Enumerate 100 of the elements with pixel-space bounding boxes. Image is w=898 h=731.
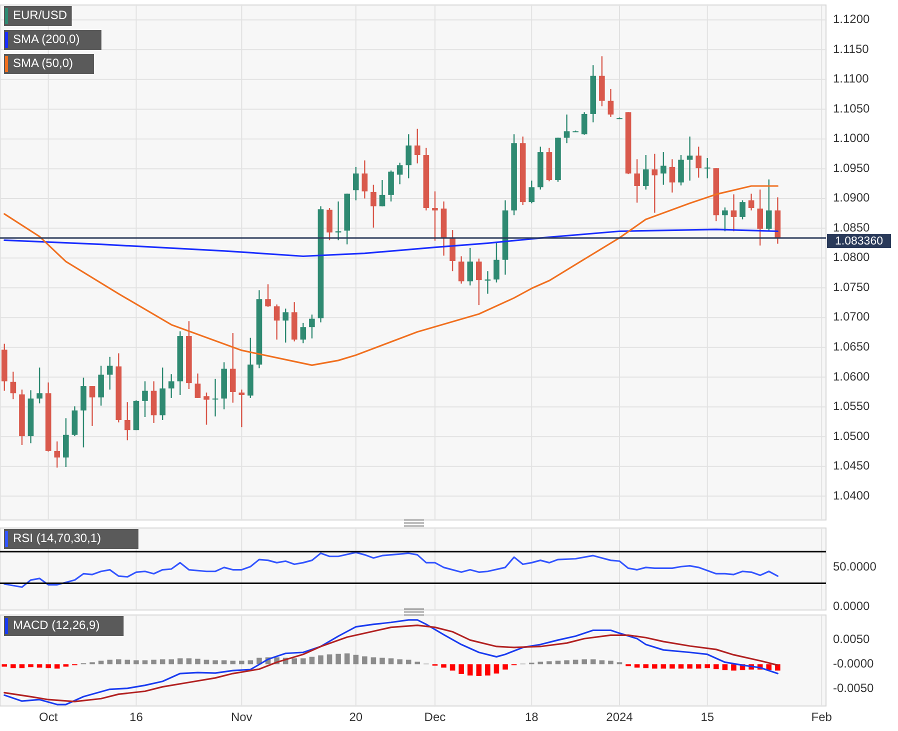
candlestick xyxy=(238,389,245,428)
legend-label: EUR/USD xyxy=(13,8,68,22)
bar xyxy=(458,664,464,674)
candlestick xyxy=(704,157,710,179)
bar xyxy=(230,660,236,664)
bar xyxy=(564,660,570,664)
candlestick xyxy=(730,194,737,232)
x-tick-label: Feb xyxy=(811,710,832,724)
y-tick-label: 1.0800 xyxy=(833,250,870,264)
candlestick xyxy=(212,378,218,418)
bar xyxy=(696,664,702,669)
bar xyxy=(485,664,490,676)
legend-label: MACD (12,26,9) xyxy=(13,618,100,632)
bar xyxy=(151,660,156,664)
bar xyxy=(116,659,122,664)
y-tick-label: 1.1000 xyxy=(833,131,870,146)
candlestick xyxy=(168,374,174,399)
candlestick xyxy=(414,128,420,164)
bar xyxy=(608,660,614,664)
y-tick-label: 1.0600 xyxy=(833,369,870,384)
bar xyxy=(643,664,648,668)
x-tick-label: 20 xyxy=(349,710,363,724)
bar xyxy=(134,660,139,664)
bar xyxy=(2,664,8,667)
x-tick-label: 18 xyxy=(524,710,539,724)
candlestick xyxy=(362,160,368,200)
y-tick-label: 1.0850 xyxy=(833,220,870,234)
bar xyxy=(318,655,324,664)
bar xyxy=(370,657,376,664)
bar xyxy=(362,656,368,664)
bar xyxy=(36,664,42,668)
candlestick xyxy=(458,256,464,284)
bar xyxy=(212,660,218,664)
bar xyxy=(239,660,244,664)
y-tick-label: 1.1100 xyxy=(833,72,870,86)
bar xyxy=(300,658,306,664)
legend-label: SMA (200,0) xyxy=(13,32,80,46)
legend-label: SMA (50,0) xyxy=(13,56,74,70)
candlestick xyxy=(722,206,728,232)
candlestick xyxy=(669,158,676,194)
y-tick-label: 1.0500 xyxy=(833,428,870,443)
candlestick xyxy=(282,308,288,344)
candlestick xyxy=(309,314,315,340)
candlestick xyxy=(89,385,96,427)
bar xyxy=(28,664,34,668)
bar xyxy=(687,664,692,669)
bar xyxy=(344,653,350,664)
bar xyxy=(309,656,315,664)
y-tick-label: 1.1150 xyxy=(833,42,870,56)
x-tick-label: Dec xyxy=(424,710,446,724)
candlestick xyxy=(230,332,236,404)
candlestick xyxy=(748,193,754,212)
y-tick-label: -0.0050 xyxy=(833,680,874,695)
candlestick xyxy=(660,151,666,186)
y-tick-label: 1.0700 xyxy=(833,310,870,324)
bar xyxy=(555,660,561,664)
bar xyxy=(660,664,666,669)
bar xyxy=(353,654,359,664)
candlestick xyxy=(686,136,693,182)
candlestick xyxy=(642,154,649,190)
bar xyxy=(63,664,69,667)
bar xyxy=(336,654,341,664)
candlestick xyxy=(757,188,763,246)
y-tick-label: 0.0000 xyxy=(833,599,870,614)
bar xyxy=(397,659,402,664)
bar xyxy=(476,664,482,676)
candlestick xyxy=(467,247,474,286)
candlestick xyxy=(124,402,130,441)
candlestick xyxy=(63,418,69,468)
y-tick-label: 1.0400 xyxy=(833,488,870,502)
bar xyxy=(652,664,658,669)
candlestick xyxy=(300,322,306,344)
bar xyxy=(168,659,174,664)
bar xyxy=(54,664,60,669)
bar xyxy=(414,662,420,664)
bar xyxy=(292,658,298,664)
candlestick xyxy=(696,146,702,178)
bar xyxy=(731,664,736,671)
y-tick-label: 1.0550 xyxy=(833,399,870,414)
y-tick-label: 1.1200 xyxy=(833,12,870,26)
bar xyxy=(19,664,25,668)
bar xyxy=(326,654,332,664)
bar xyxy=(714,664,719,670)
bar xyxy=(494,664,500,674)
candlestick xyxy=(494,241,500,284)
bar xyxy=(441,664,446,668)
y-tick-label: 1.0900 xyxy=(833,190,870,205)
candlestick xyxy=(10,371,16,400)
candlestick xyxy=(36,366,42,404)
bar xyxy=(107,660,112,664)
candlestick xyxy=(652,153,658,214)
bar xyxy=(380,658,385,664)
y-tick-label: 1.0750 xyxy=(833,280,870,294)
bar xyxy=(766,664,772,670)
line-series xyxy=(4,552,778,588)
candlestick xyxy=(54,440,60,468)
candlestick xyxy=(581,112,588,136)
x-tick-label: Oct xyxy=(38,710,58,724)
bar xyxy=(46,664,51,668)
candlestick xyxy=(476,258,482,306)
